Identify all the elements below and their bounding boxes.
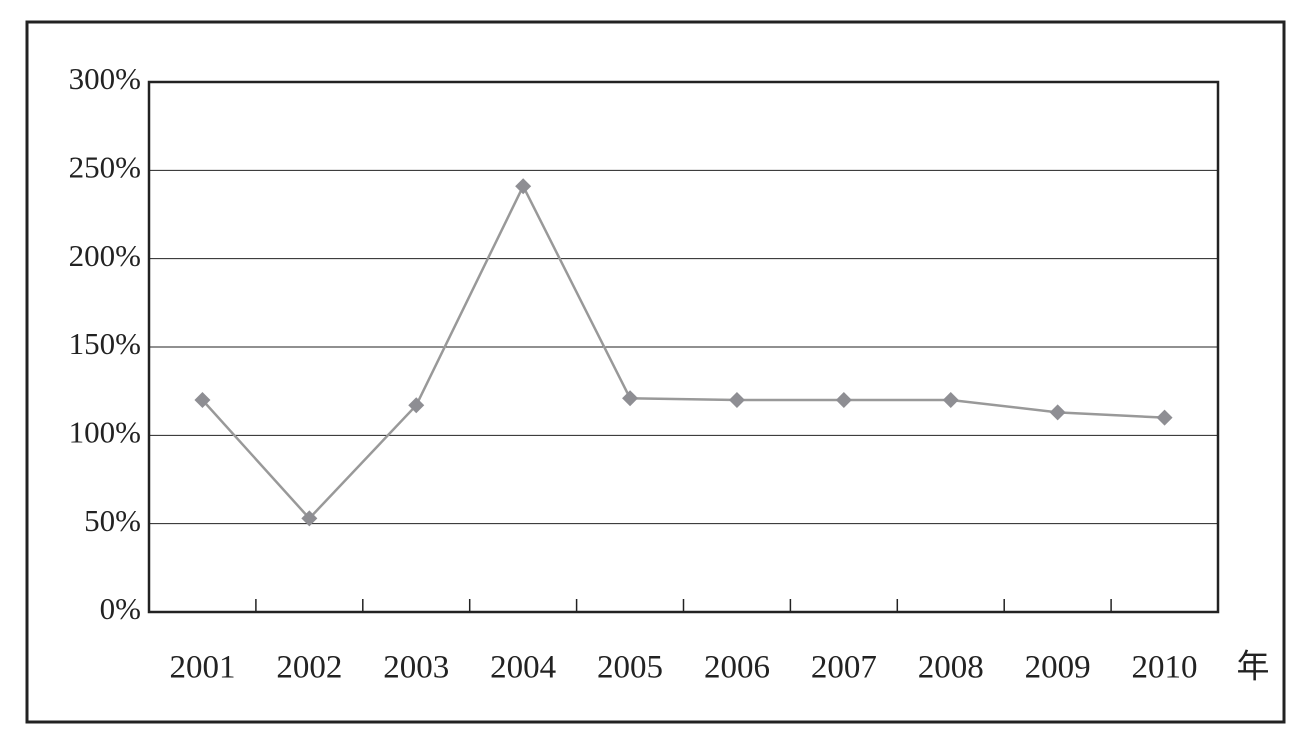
y-tick-label: 150% (69, 326, 141, 361)
marker (1156, 409, 1173, 426)
x-tick-label: 2005 (597, 650, 663, 686)
x-tick-label: 2010 (1132, 650, 1198, 686)
marker (728, 392, 745, 408)
x-tick-label: 2006 (704, 650, 770, 686)
x-axis-label: 年 (1237, 649, 1270, 686)
marker (942, 392, 959, 408)
marker (835, 392, 852, 408)
x-tick-label: 2008 (918, 650, 984, 686)
marker (301, 510, 318, 527)
y-tick-label: 300% (69, 61, 141, 96)
marker (408, 397, 425, 414)
marker (1049, 404, 1066, 421)
x-tick-label: 2001 (169, 650, 235, 686)
marker (194, 392, 211, 408)
x-tick-label: 2002 (276, 650, 342, 686)
x-tick-label: 2009 (1025, 650, 1091, 686)
x-tick-label: 2003 (383, 650, 449, 686)
frame (25, 20, 1286, 724)
y-tick-label: 200% (69, 238, 141, 273)
x-tick-label: 2007 (811, 650, 877, 686)
marker (622, 390, 639, 407)
y-tick-label: 0% (100, 591, 141, 626)
x-tick-label: 2004 (490, 650, 556, 686)
marker (515, 178, 532, 195)
y-tick-label: 250% (69, 149, 141, 184)
y-tick-label: 50% (84, 503, 141, 538)
line (201, 183, 1165, 521)
y-tick-label: 100% (69, 414, 141, 449)
